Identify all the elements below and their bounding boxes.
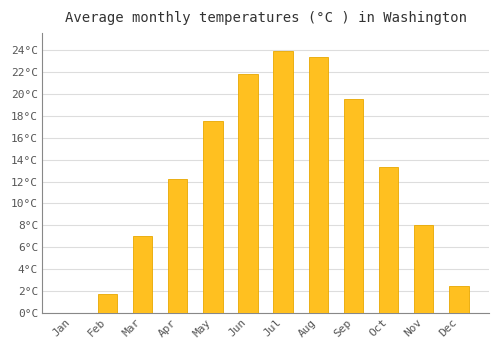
Bar [308, 57, 328, 313]
Bar [344, 99, 363, 313]
Bar [203, 121, 222, 313]
Bar [168, 179, 188, 313]
Bar [379, 167, 398, 313]
Title: Average monthly temperatures (°C ) in Washington: Average monthly temperatures (°C ) in Wa… [64, 11, 466, 25]
Bar [133, 237, 152, 313]
Bar [450, 286, 468, 313]
Bar [98, 294, 117, 313]
Bar [238, 74, 258, 313]
Bar [414, 225, 434, 313]
Bar [274, 51, 293, 313]
